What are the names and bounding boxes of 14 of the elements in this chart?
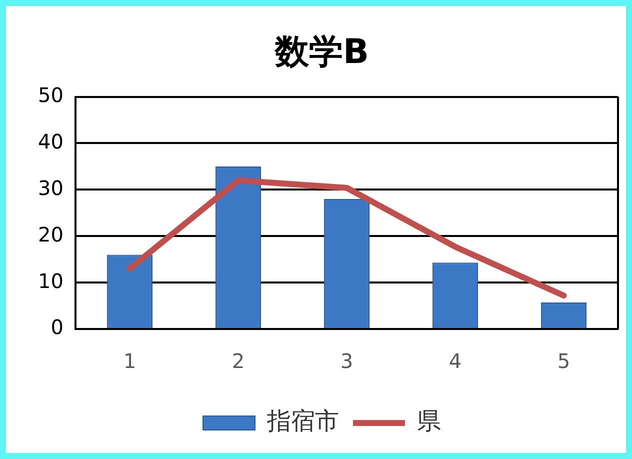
y-tick-label: 10 [38,268,64,293]
x-tick-label: 5 [557,349,570,374]
x-tick-label: 3 [340,349,354,374]
y-tick-label: 50 [38,83,64,108]
y-tick-label: 0 [50,315,64,340]
x-tick-label: 2 [232,349,245,374]
x-tick-label: 1 [123,349,136,374]
legend-label: 指宿市 [266,407,339,436]
y-tick-label: 30 [38,176,64,200]
y-tick-label: 20 [38,222,64,246]
x-tick-label: 4 [448,349,462,374]
y-tick-label: 40 [38,129,64,154]
chart-title: 数学B [274,32,369,72]
legend-label: 県 [417,407,441,436]
